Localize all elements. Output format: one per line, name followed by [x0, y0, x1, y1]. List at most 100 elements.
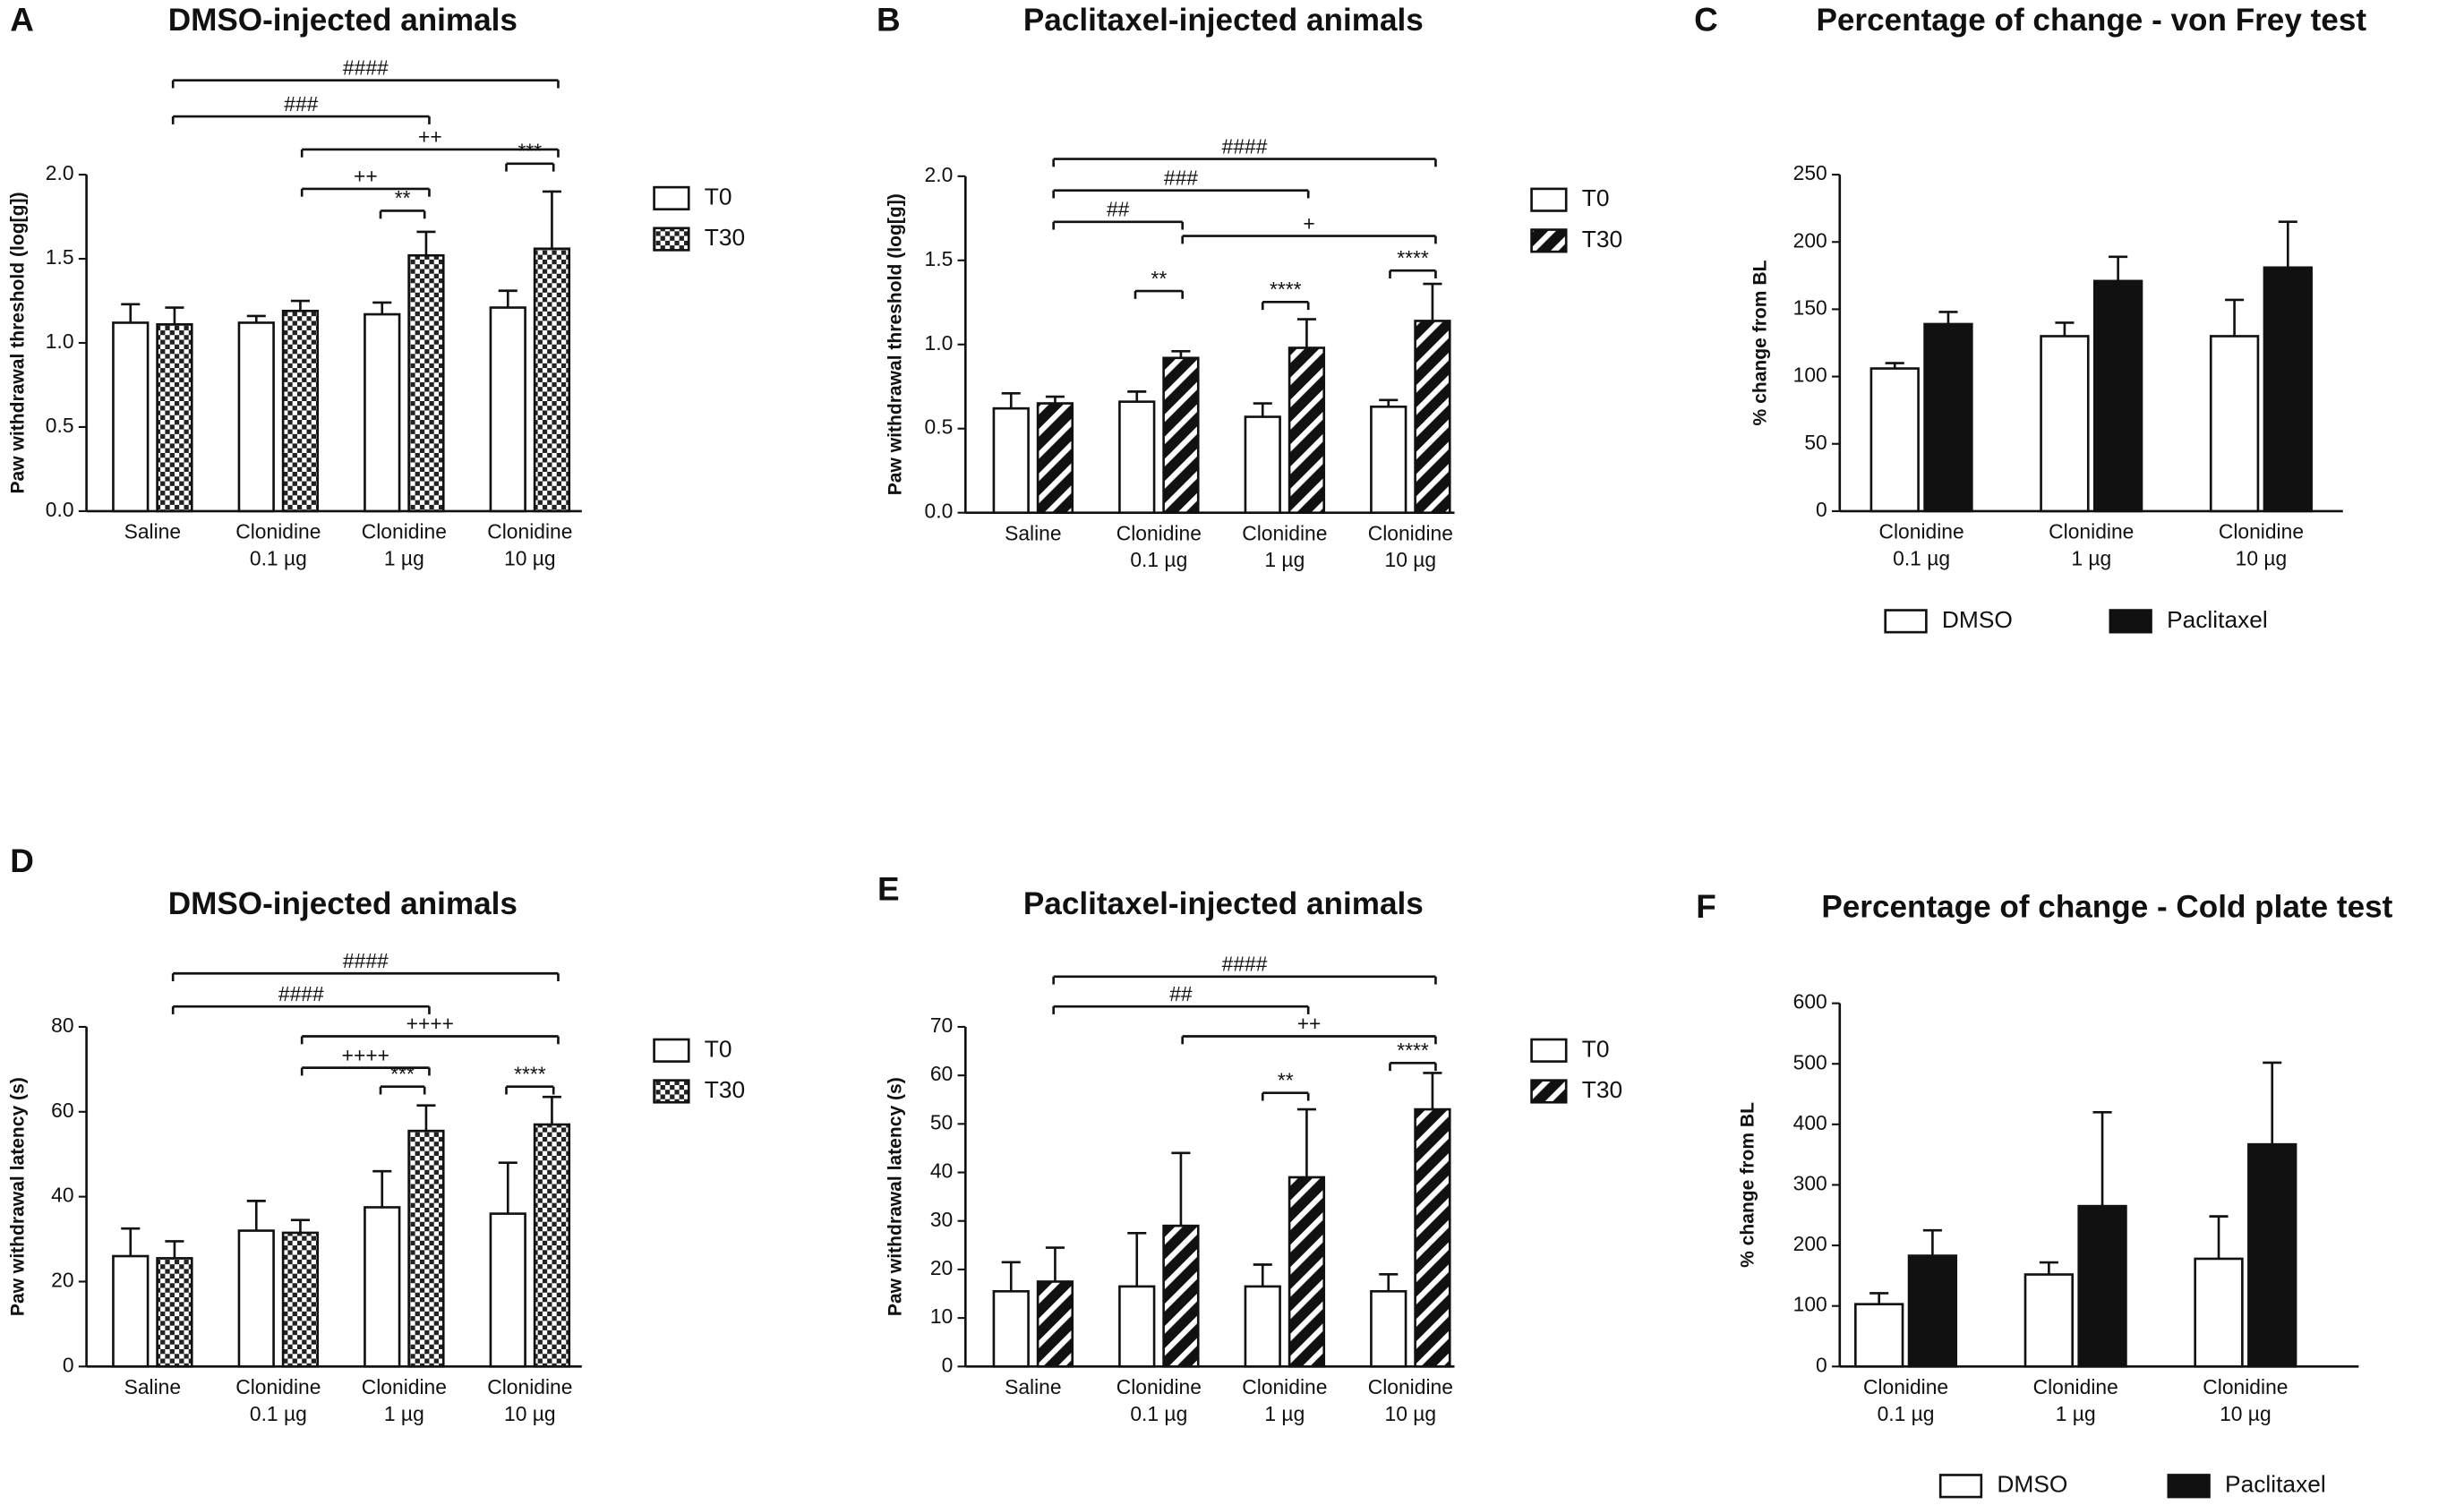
y-tick-label: 1.5: [925, 247, 954, 270]
bar: [156, 1257, 193, 1368]
bar: [2040, 335, 2090, 513]
y-tick-label: 10: [930, 1304, 953, 1328]
x-tick-label: 10 µg: [2236, 546, 2288, 569]
x-tick-label: 0.1 µg: [1878, 1402, 1935, 1425]
legend-swatch: [653, 1038, 690, 1063]
y-tick-label: 50: [1804, 431, 1827, 454]
bar: [281, 309, 320, 513]
bar: [407, 253, 445, 513]
x-tick-label: Clonidine: [1242, 521, 1327, 544]
bar: [1869, 367, 1920, 513]
bar: [2194, 1257, 2244, 1368]
panel-letter: B: [877, 1, 901, 38]
y-tick-label: 2.0: [46, 161, 74, 184]
x-tick-label: Clonidine: [487, 1375, 572, 1398]
bar: [1370, 405, 1407, 514]
significance-label: **: [395, 186, 411, 210]
x-tick-label: Saline: [1005, 521, 1061, 544]
y-tick-label: 0.5: [925, 415, 954, 439]
x-tick-label: Clonidine: [1368, 521, 1453, 544]
bar: [1288, 346, 1326, 514]
bar: [533, 1123, 571, 1368]
bar: [489, 306, 526, 513]
y-axis-label: Paw withdrawal threshold (log[g]): [886, 193, 906, 495]
legend-label: DMSO: [1942, 606, 2013, 633]
x-tick-label: 1 µg: [1264, 548, 1305, 571]
legend-label: Paclitaxel: [2225, 1471, 2326, 1498]
x-tick-label: Clonidine: [362, 520, 447, 543]
significance-label: ****: [514, 1062, 546, 1085]
x-tick-label: Clonidine: [1863, 1375, 1948, 1398]
x-tick-label: 1 µg: [1264, 1402, 1305, 1425]
bar: [1244, 415, 1281, 514]
bar: [533, 247, 571, 513]
x-tick-label: Clonidine: [1368, 1375, 1453, 1398]
significance-label: +: [1303, 211, 1314, 235]
panel-letter: F: [1696, 888, 1716, 925]
x-tick-label: Saline: [1005, 1375, 1061, 1398]
significance-label: ++++: [406, 1012, 454, 1035]
x-tick-label: 0.1 µg: [250, 546, 307, 569]
bar: [1162, 356, 1200, 514]
significance-label: ++: [354, 165, 378, 188]
panel-letter: D: [10, 842, 34, 879]
significance-label: ####: [343, 949, 389, 972]
y-tick-label: 20: [930, 1256, 953, 1279]
y-tick-label: 300: [1793, 1171, 1827, 1194]
legend-label: DMSO: [1997, 1471, 2067, 1498]
chart-title: Percentage of change - Cold plate test: [1821, 890, 2392, 925]
legend-swatch: [1530, 228, 1568, 253]
y-tick-label: 60: [930, 1062, 953, 1085]
legend-label: T0: [1582, 184, 1610, 211]
y-tick-label: 70: [930, 1013, 953, 1037]
bar: [2077, 1204, 2127, 1368]
legend-swatch: [653, 227, 690, 252]
y-tick-label: 100: [1793, 363, 1827, 387]
y-axis-label: Paw withdrawal latency (s): [886, 1077, 906, 1316]
x-tick-label: 1 µg: [384, 546, 424, 569]
x-tick-label: Clonidine: [235, 1375, 321, 1398]
significance-label: ++++: [342, 1043, 389, 1066]
legend-label: T0: [1582, 1035, 1610, 1062]
x-tick-label: Clonidine: [1116, 521, 1202, 544]
y-axis-label: Paw withdrawal threshold (log[g]): [8, 192, 29, 494]
significance-label: ####: [1222, 952, 1268, 975]
bar: [1854, 1303, 1904, 1368]
x-tick-label: Clonidine: [2033, 1375, 2118, 1398]
bar: [407, 1129, 445, 1368]
bar: [281, 1231, 320, 1368]
x-tick-label: Clonidine: [2049, 520, 2134, 543]
x-tick-label: 1 µg: [2071, 546, 2111, 569]
legend-label: T30: [1582, 1076, 1622, 1103]
bar: [2023, 1273, 2075, 1368]
x-tick-label: 10 µg: [2220, 1402, 2272, 1425]
legend-label: T0: [705, 183, 732, 210]
bar: [237, 321, 275, 513]
bar: [2209, 335, 2260, 513]
significance-label: ++: [418, 125, 442, 149]
y-tick-label: 40: [930, 1159, 953, 1183]
x-tick-label: Saline: [124, 520, 181, 543]
y-tick-label: 200: [1793, 228, 1827, 252]
bar: [156, 323, 193, 513]
x-tick-label: Clonidine: [1879, 520, 1964, 543]
significance-label: **: [1151, 267, 1167, 290]
y-tick-label: 500: [1793, 1050, 1827, 1073]
x-tick-label: Clonidine: [1116, 1375, 1202, 1398]
panel-letter: A: [10, 1, 34, 38]
legend-label: T0: [705, 1035, 732, 1062]
x-tick-label: 10 µg: [1385, 1402, 1437, 1425]
legend-label: T30: [1582, 226, 1622, 252]
significance-label: ###: [1164, 166, 1198, 189]
bar: [1414, 320, 1451, 514]
y-tick-label: 200: [1793, 1232, 1827, 1255]
x-tick-label: 0.1 µg: [1130, 1402, 1187, 1425]
bar: [112, 1254, 150, 1368]
significance-label: ****: [1397, 1039, 1429, 1062]
legend-label: Paclitaxel: [2167, 606, 2268, 633]
y-tick-label: 50: [930, 1110, 953, 1133]
y-tick-label: 60: [51, 1099, 73, 1122]
x-tick-label: 1 µg: [2056, 1402, 2096, 1425]
x-tick-label: Clonidine: [1242, 1375, 1327, 1398]
